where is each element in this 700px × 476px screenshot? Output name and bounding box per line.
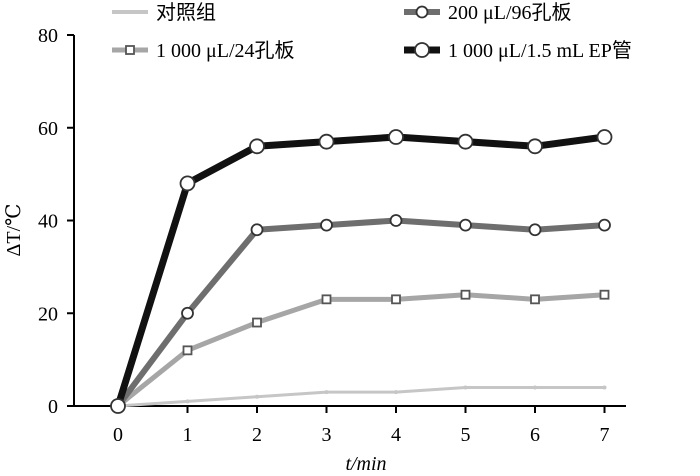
legend-marker [128, 10, 132, 14]
series-line [115, 217, 605, 408]
data-point [389, 214, 403, 227]
data-point [602, 385, 607, 390]
x-tick-label: 2 [252, 424, 262, 446]
legend: 对照组 200 μL/96孔板 1 000 μL/24孔板 1 000 μL/1.5 … [112, 1, 632, 62]
data-point [596, 129, 613, 145]
y-tick-label: 0 [48, 396, 58, 418]
data-point [249, 138, 265, 155]
x-tick-label: 4 [391, 424, 401, 446]
series-line [116, 292, 605, 408]
legend-item: 200 μL/96孔板 [404, 1, 572, 24]
y-tick-label: 60 [38, 118, 58, 140]
data-point [394, 390, 398, 395]
x-tick-label: 3 [322, 424, 332, 446]
data-point [388, 129, 404, 145]
data-point [599, 289, 610, 300]
data-point [463, 385, 468, 390]
data-point [533, 385, 537, 390]
data-point [324, 390, 329, 395]
y-tick-label: 40 [38, 211, 58, 233]
data-point [457, 133, 474, 150]
x-tick-label: 1 [183, 424, 193, 446]
legend-marker [125, 45, 135, 55]
series-1 [116, 385, 607, 408]
legend-label: 200 μL/96孔板 [448, 1, 572, 24]
data-point [321, 294, 332, 305]
series-2 [111, 214, 611, 413]
data-point [252, 317, 262, 328]
data-point [598, 218, 611, 232]
x-tick-label: 7 [600, 424, 610, 446]
data-point [320, 218, 333, 232]
data-point [530, 294, 540, 305]
data-point [255, 394, 259, 399]
series-line [114, 133, 605, 408]
legend-label: 1 000 μL/24孔板 [156, 39, 295, 62]
data-point [318, 133, 335, 150]
y-axis-title: ΔT/℃ [3, 203, 25, 256]
data-point [250, 223, 264, 237]
series-group [110, 129, 613, 414]
data-point [182, 345, 193, 356]
legend-label: 1 000 μL/1.5 mL EP管 [448, 39, 632, 62]
x-axis-title: t/min [345, 453, 386, 475]
legend-item: 1 000 μL/24孔板 [112, 39, 295, 62]
series-4 [110, 129, 613, 414]
series-line [117, 385, 605, 408]
x-tick-label: 6 [530, 424, 540, 446]
data-point [459, 218, 472, 232]
ticks: 0 1 2 3 4 5 6 7 0 20 40 60 80 [38, 25, 610, 446]
data-point [181, 306, 194, 320]
data-point [460, 289, 471, 300]
y-tick-label: 80 [38, 25, 58, 47]
y-tick-label: 20 [38, 303, 58, 325]
data-point [527, 138, 543, 155]
legend-item: 对照组 [112, 1, 216, 24]
x-tick-label: 5 [461, 424, 471, 446]
data-point [391, 294, 401, 305]
data-point [179, 175, 196, 192]
legend-marker [414, 42, 430, 58]
x-tick-label: 0 [113, 424, 123, 446]
legend-item: 1 000 μL/1.5 mL EP管 [404, 39, 632, 62]
data-point [110, 398, 126, 414]
data-point [528, 223, 542, 237]
data-point [185, 399, 190, 404]
legend-marker [415, 5, 429, 19]
legend-label: 对照组 [156, 1, 216, 24]
